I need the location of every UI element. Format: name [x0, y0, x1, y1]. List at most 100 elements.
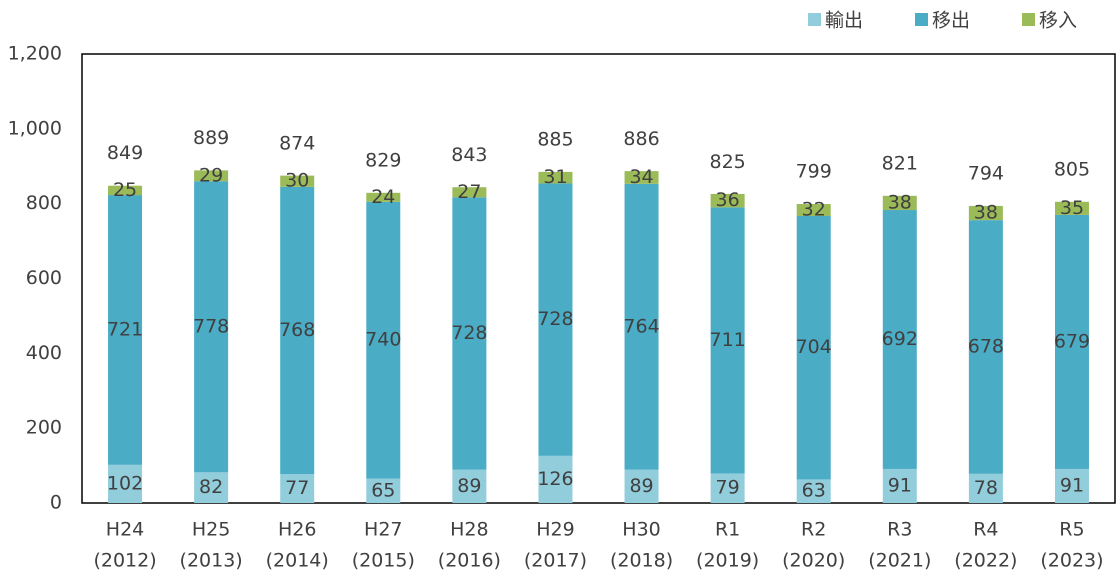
x-tick-label: R1 — [715, 519, 740, 541]
bar-segment — [108, 185, 143, 196]
y-tick-label: 800 — [26, 192, 62, 214]
x-tick-label: (2012) — [93, 550, 156, 572]
data-label: 25 — [113, 179, 137, 201]
x-tick-label: H28 — [450, 519, 488, 541]
x-tick-label: H24 — [106, 519, 144, 541]
data-label: 65 — [371, 479, 395, 501]
data-label: 91 — [888, 474, 912, 496]
data-label: 34 — [629, 166, 653, 188]
total-label: 825 — [709, 151, 745, 173]
x-tick-label: H27 — [364, 519, 402, 541]
data-label: 728 — [451, 322, 487, 344]
legend-swatch — [808, 13, 821, 26]
data-label: 721 — [107, 318, 143, 340]
data-label: 82 — [199, 476, 223, 498]
bar-segment — [280, 186, 315, 475]
x-tick-label: R2 — [801, 519, 826, 541]
legend-label: 輸出 — [825, 10, 863, 32]
y-tick-label: 1,000 — [8, 117, 62, 139]
y-tick-label: 1,200 — [8, 43, 62, 65]
data-label: 678 — [968, 335, 1004, 357]
x-tick-label: (2020) — [782, 550, 845, 572]
data-label: 63 — [802, 480, 826, 502]
bar-segment — [194, 181, 229, 473]
x-tick-label: (2018) — [610, 550, 673, 572]
data-label: 36 — [716, 189, 740, 211]
bar-segment — [366, 478, 401, 503]
total-label: 805 — [1054, 158, 1090, 180]
bar-segment — [366, 201, 401, 479]
x-tick-label: (2013) — [180, 550, 243, 572]
data-label: 38 — [974, 202, 998, 224]
data-label: 24 — [371, 186, 395, 208]
data-label: 38 — [888, 191, 912, 213]
bar-segment — [538, 183, 573, 456]
bar-segment — [882, 195, 917, 211]
bar-segment — [968, 220, 1003, 474]
y-tick-label: 200 — [26, 417, 62, 439]
legend-swatch — [1022, 13, 1035, 26]
bar-segment — [452, 197, 487, 470]
data-label: 692 — [882, 328, 918, 350]
data-label: 91 — [1060, 474, 1084, 496]
data-label: 728 — [537, 308, 573, 330]
data-label: 764 — [623, 315, 659, 337]
data-label: 102 — [107, 472, 143, 494]
x-tick-label: R5 — [1059, 519, 1084, 541]
data-label: 79 — [716, 477, 740, 499]
bar-segment — [796, 479, 831, 503]
total-label: 874 — [279, 132, 315, 154]
bar-segment — [710, 193, 745, 208]
bar-segment — [624, 469, 659, 503]
total-label: 885 — [537, 128, 573, 150]
y-tick-label: 600 — [26, 267, 62, 289]
y-tick-label: 400 — [26, 342, 62, 364]
bar-segment — [538, 455, 573, 503]
x-tick-label: (2021) — [868, 550, 931, 572]
total-label: 799 — [796, 161, 832, 183]
x-tick-label: (2019) — [696, 550, 759, 572]
x-tick-label: H29 — [536, 519, 574, 541]
bar-segment — [194, 472, 229, 503]
bar-segment — [194, 170, 229, 182]
y-tick-label: 0 — [50, 492, 62, 514]
x-tick-label: (2022) — [954, 550, 1017, 572]
total-label: 889 — [193, 127, 229, 149]
data-label: 711 — [709, 329, 745, 351]
x-tick-label: H25 — [192, 519, 230, 541]
data-label: 32 — [802, 199, 826, 221]
legend-label: 移入 — [1039, 10, 1077, 32]
x-tick-label: H30 — [622, 519, 660, 541]
x-tick-label: (2015) — [352, 550, 415, 572]
x-tick-label: R4 — [973, 519, 998, 541]
data-label: 126 — [537, 468, 573, 490]
bar-segment — [108, 195, 143, 465]
data-label: 29 — [199, 164, 223, 186]
bar-segment — [108, 464, 143, 503]
bar-segment — [538, 171, 573, 184]
data-label: 78 — [974, 477, 998, 499]
bar-segment — [882, 468, 917, 503]
bar-segment — [624, 183, 659, 470]
total-label: 849 — [107, 142, 143, 164]
bar-segment — [1054, 214, 1089, 469]
bar-segment — [1054, 201, 1089, 215]
data-label: 77 — [285, 477, 309, 499]
data-label: 27 — [457, 181, 481, 203]
data-label: 768 — [279, 319, 315, 341]
x-tick-label: (2014) — [266, 550, 329, 572]
bar-segment — [452, 187, 487, 198]
bar-segment — [968, 473, 1003, 503]
data-label: 31 — [543, 166, 567, 188]
bar-segment — [624, 171, 659, 184]
x-tick-label: (2017) — [524, 550, 587, 572]
bar-segment — [1054, 468, 1089, 503]
total-label: 843 — [451, 144, 487, 166]
bar-segment — [710, 207, 745, 474]
bar-segment — [796, 204, 831, 217]
bar-segment — [280, 474, 315, 503]
data-label: 89 — [629, 475, 653, 497]
total-label: 886 — [623, 128, 659, 150]
x-tick-label: (2023) — [1040, 550, 1103, 572]
